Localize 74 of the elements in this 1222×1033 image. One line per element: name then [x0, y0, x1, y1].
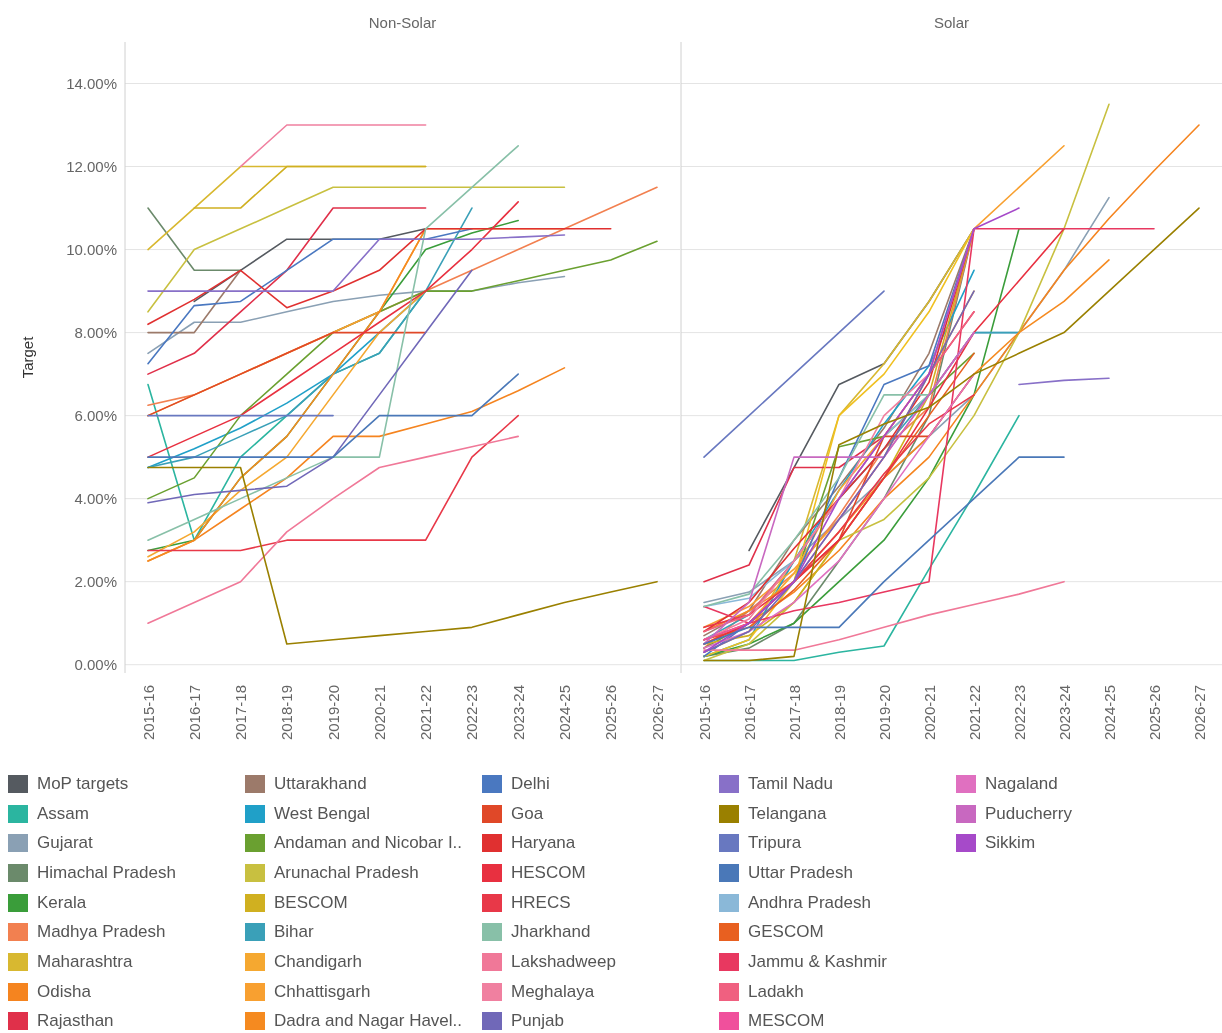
- legend-label: Arunachal Pradesh: [274, 862, 419, 883]
- x-tick-label: 2020-21: [370, 685, 388, 741]
- legend-label: GESCOM: [748, 922, 824, 943]
- legend-label: Delhi: [511, 773, 550, 794]
- y-tick-label: 4.00%: [74, 489, 117, 507]
- x-tick-label: 2015-16: [139, 685, 157, 741]
- legend-label: Tripura: [748, 833, 802, 854]
- legend-label: Madhya Pradesh: [37, 922, 166, 943]
- y-tick-label: 6.00%: [74, 406, 117, 424]
- legend-label: Nagaland: [985, 773, 1058, 794]
- legend-label: Goa: [511, 803, 544, 824]
- x-tick-label: 2026-27: [1190, 685, 1208, 741]
- legend-label: Lakshadweep: [511, 951, 616, 972]
- x-tick-label: 2022-23: [1010, 685, 1028, 741]
- chart-title: Solar: [933, 13, 970, 33]
- y-tick-label: 12.00%: [66, 157, 117, 175]
- y-tick-label: 2.00%: [74, 573, 117, 590]
- legend-label: Tamil Nadu: [748, 773, 834, 794]
- legend-label: Jharkhand: [511, 922, 591, 943]
- legend-label: MoP targets: [37, 773, 129, 794]
- x-tick-label: 2025-26: [602, 685, 620, 741]
- x-tick-label: 2024-25: [555, 685, 573, 741]
- x-tick-label: 2018-19: [278, 685, 296, 741]
- legend-label: Haryana: [511, 833, 576, 854]
- x-tick-label: 2017-18: [785, 685, 803, 741]
- x-tick-label: 2024-25: [1100, 685, 1118, 741]
- x-tick-label: 2023-24: [509, 685, 527, 741]
- x-tick-label: 2025-26: [1145, 685, 1163, 741]
- y-tick-label: 8.00%: [74, 323, 117, 341]
- legend-label: Uttarakhand: [274, 773, 367, 794]
- legend-label: Punjab: [511, 1011, 564, 1032]
- x-tick-label: 2022-23: [463, 685, 481, 741]
- x-tick-label: 2021-22: [965, 685, 983, 741]
- legend-label: Meghalaya: [511, 981, 595, 1002]
- y-tick-label: 10.00%: [66, 240, 117, 258]
- legend-label: BESCOM: [274, 892, 348, 913]
- x-tick-label: 2021-22: [417, 685, 435, 741]
- x-tick-label: 2015-16: [695, 685, 713, 741]
- legend-label: Kerala: [37, 892, 87, 913]
- legend-label: Ladakh: [748, 981, 804, 1002]
- legend-label: Rajasthan: [37, 1011, 114, 1032]
- x-tick-label: 2016-17: [740, 685, 758, 741]
- legend-label: Odisha: [37, 981, 91, 1002]
- x-tick-label: 2020-21: [920, 685, 938, 741]
- x-tick-label: 2023-24: [1055, 685, 1073, 741]
- legend-label: MESCOM: [748, 1011, 825, 1032]
- x-tick-label: 2026-27: [648, 685, 666, 741]
- y-tick-label: 14.00%: [66, 74, 117, 92]
- legend-label: Andhra Pradesh: [748, 892, 871, 913]
- legend-label: Maharashtra: [37, 951, 133, 972]
- legend-label: HRECS: [511, 892, 571, 913]
- y-axis-title: Target: [19, 335, 37, 379]
- legend-label: HESCOM: [511, 862, 586, 883]
- x-tick-label: 2019-20: [875, 685, 893, 741]
- legend-label: Chhattisgarh: [274, 981, 371, 1002]
- legend-label: Assam: [37, 803, 89, 824]
- legend-label: Chandigarh: [274, 951, 362, 972]
- legend-label: Gujarat: [37, 833, 93, 854]
- legend-label: Himachal Pradesh: [37, 862, 176, 883]
- x-tick-label: 2018-19: [830, 685, 848, 741]
- x-tick-label: 2016-17: [185, 685, 203, 741]
- legend-label: Puducherry: [985, 803, 1072, 824]
- legend-label: Dadra and Nagar Havel..: [274, 1011, 463, 1032]
- y-tick-label: 0.00%: [74, 656, 117, 674]
- x-tick-label: 2019-20: [324, 685, 342, 741]
- legend-label: Jammu & Kashmir: [748, 951, 887, 972]
- legend-label: Bihar: [274, 922, 314, 943]
- legend-label: Sikkim: [985, 833, 1036, 854]
- legend-label: West Bengal: [274, 803, 371, 824]
- legend-label: Uttar Pradesh: [748, 862, 853, 883]
- chart-title: Non-Solar: [367, 13, 438, 33]
- x-tick-label: 2017-18: [232, 685, 250, 741]
- legend-label: Telangana: [748, 803, 827, 824]
- legend-label: Andaman and Nicobar I..: [274, 833, 463, 854]
